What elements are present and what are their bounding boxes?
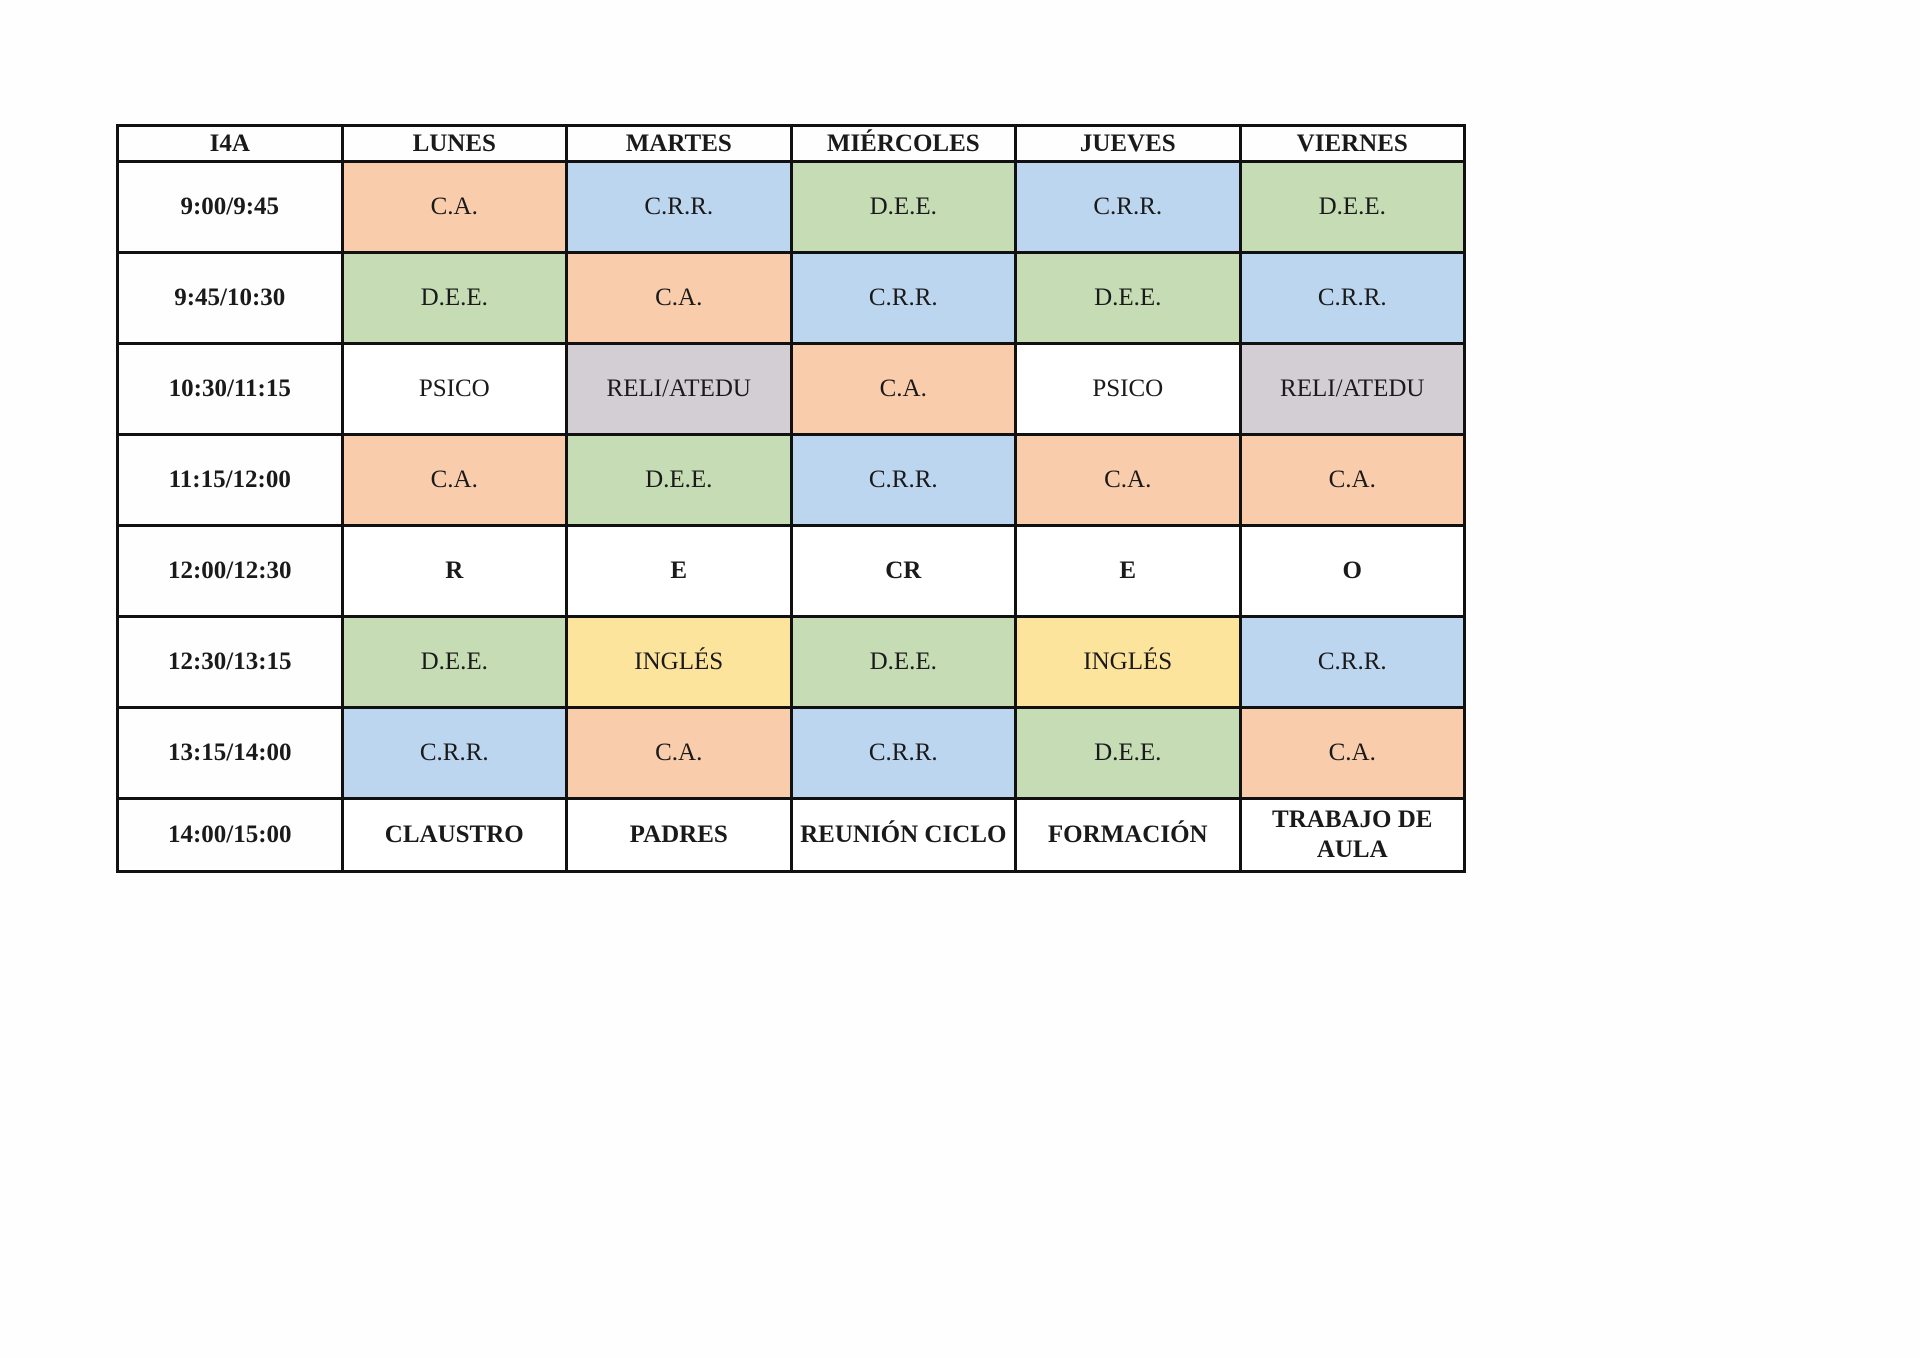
subject-cell: C.R.R. [340,706,568,800]
schedule-table: I4A LUNES MARTES MIÉRCOLES JUEVES VIERNE… [116,124,1466,873]
time-slot: 10:30/11:15 [116,342,344,436]
time-slot: 12:00/12:30 [116,524,344,618]
recess-letter: CR [789,524,1017,618]
subject-cell: C.A. [789,342,1017,436]
subject-cell: D.E.E. [565,433,793,527]
time-slot: 11:15/12:00 [116,433,344,527]
subject-cell: RELI/ATEDU [565,342,793,436]
subject-cell: D.E.E. [789,615,1017,709]
day-header-wednesday: MIÉRCOLES [789,124,1017,163]
meeting-cell: FORMACIÓN [1014,797,1242,873]
subject-cell: C.A. [565,706,793,800]
recess-letter: E [1014,524,1242,618]
table-row: 9:00/9:45 C.A. C.R.R. D.E.E. C.R.R. D.E.… [116,160,1466,254]
subject-cell: RELI/ATEDU [1238,342,1466,436]
subject-cell: C.A. [1014,433,1242,527]
recess-letter: O [1238,524,1466,618]
day-header-thursday: JUEVES [1014,124,1242,163]
subject-cell: INGLÉS [1014,615,1242,709]
subject-cell: C.R.R. [789,251,1017,345]
subject-cell: C.A. [340,160,568,254]
subject-cell: C.A. [340,433,568,527]
meeting-cell: REUNIÓN CICLO [789,797,1017,873]
subject-cell: C.R.R. [1238,615,1466,709]
time-slot: 12:30/13:15 [116,615,344,709]
subject-cell: D.E.E. [1014,251,1242,345]
subject-cell: C.R.R. [1238,251,1466,345]
table-row: 12:30/13:15 D.E.E. INGLÉS D.E.E. INGLÉS … [116,615,1466,709]
meetings-row: 14:00/15:00 CLAUSTRO PADRES REUNIÓN CICL… [116,797,1466,873]
meeting-cell: TRABAJO DE AULA [1238,797,1466,873]
recess-letter: E [565,524,793,618]
day-header-monday: LUNES [340,124,568,163]
meeting-cell: PADRES [565,797,793,873]
recess-letter: R [340,524,568,618]
subject-cell: C.R.R. [565,160,793,254]
class-label: I4A [116,124,344,163]
day-header-friday: VIERNES [1238,124,1466,163]
subject-cell: C.R.R. [789,706,1017,800]
subject-cell: C.R.R. [789,433,1017,527]
subject-cell: PSICO [1014,342,1242,436]
table-row: 9:45/10:30 D.E.E. C.A. C.R.R. D.E.E. C.R… [116,251,1466,345]
subject-cell: D.E.E. [789,160,1017,254]
subject-cell: C.A. [565,251,793,345]
table-row: 11:15/12:00 C.A. D.E.E. C.R.R. C.A. C.A. [116,433,1466,527]
recess-row: 12:00/12:30 R E CR E O [116,524,1466,618]
subject-cell: D.E.E. [1238,160,1466,254]
subject-cell: C.A. [1238,706,1466,800]
table-row: 13:15/14:00 C.R.R. C.A. C.R.R. D.E.E. C.… [116,706,1466,800]
time-slot: 9:45/10:30 [116,251,344,345]
table-row: 10:30/11:15 PSICO RELI/ATEDU C.A. PSICO … [116,342,1466,436]
time-slot: 14:00/15:00 [116,797,344,873]
subject-cell: D.E.E. [340,615,568,709]
day-header-tuesday: MARTES [565,124,793,163]
subject-cell: D.E.E. [340,251,568,345]
time-slot: 9:00/9:45 [116,160,344,254]
subject-cell: C.A. [1238,433,1466,527]
subject-cell: PSICO [340,342,568,436]
subject-cell: D.E.E. [1014,706,1242,800]
time-slot: 13:15/14:00 [116,706,344,800]
subject-cell: C.R.R. [1014,160,1242,254]
meeting-cell: CLAUSTRO [340,797,568,873]
header-row: I4A LUNES MARTES MIÉRCOLES JUEVES VIERNE… [116,124,1466,163]
subject-cell: INGLÉS [565,615,793,709]
